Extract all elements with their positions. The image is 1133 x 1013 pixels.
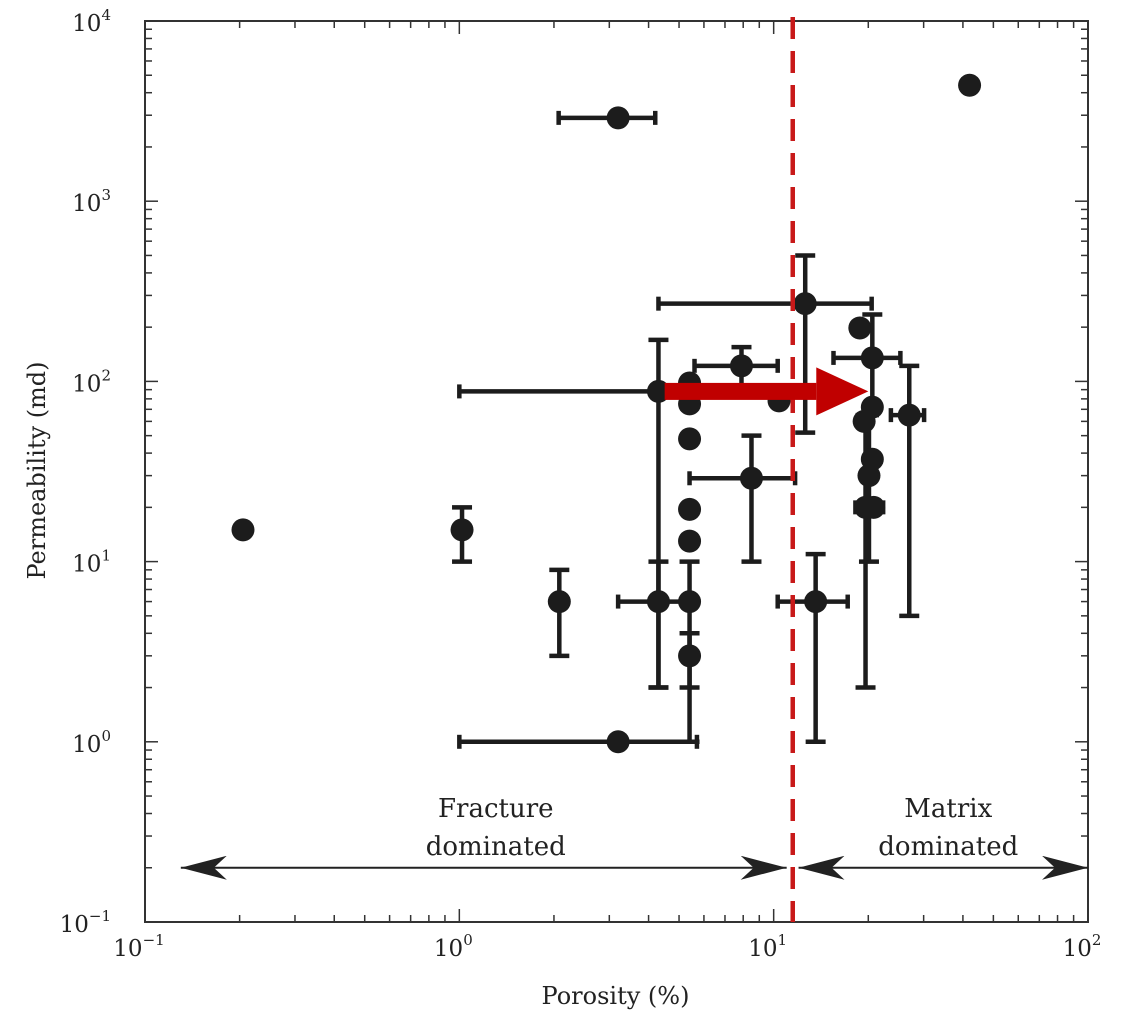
data-point bbox=[958, 73, 982, 97]
data-point bbox=[897, 403, 921, 427]
data-point bbox=[678, 529, 702, 553]
red-arrow-head bbox=[816, 367, 869, 416]
x-tick-label: 100 bbox=[434, 931, 473, 962]
data-point bbox=[793, 292, 817, 316]
data-point bbox=[606, 106, 630, 130]
data-point bbox=[860, 395, 884, 419]
data-point bbox=[739, 466, 763, 490]
y-tick-label: 104 bbox=[72, 6, 111, 37]
y-tick-label: 10−1 bbox=[60, 907, 111, 938]
data-point bbox=[729, 354, 753, 378]
region-label: dominated bbox=[878, 832, 1018, 862]
x-tick-label: 102 bbox=[1063, 931, 1102, 962]
data-point bbox=[646, 590, 670, 614]
data-point bbox=[804, 590, 828, 614]
region-label: Fracture bbox=[438, 794, 554, 824]
data-point bbox=[678, 427, 702, 451]
y-tick-label: 100 bbox=[72, 727, 111, 758]
x-tick-label: 101 bbox=[748, 931, 787, 962]
data-point bbox=[646, 379, 670, 403]
data-point bbox=[860, 346, 884, 370]
y-tick-label: 103 bbox=[72, 186, 111, 217]
data-point bbox=[848, 316, 872, 340]
y-axis-title: Permeability (md) bbox=[23, 361, 51, 579]
x-axis-title: Porosity (%) bbox=[542, 982, 690, 1010]
data-point bbox=[678, 644, 702, 668]
data-point bbox=[854, 495, 878, 519]
data-point bbox=[857, 464, 881, 488]
red-arrow-shaft bbox=[664, 382, 817, 400]
data-point bbox=[678, 497, 702, 521]
region-label: dominated bbox=[426, 832, 566, 862]
data-point bbox=[606, 730, 630, 754]
data-point bbox=[547, 590, 571, 614]
region-label: Matrix bbox=[904, 794, 992, 824]
plot-frame bbox=[144, 20, 1089, 923]
data-point bbox=[231, 518, 255, 542]
x-tick-label: 10−1 bbox=[113, 931, 164, 962]
y-tick-label: 101 bbox=[72, 547, 111, 578]
data-point bbox=[450, 518, 474, 542]
y-tick-label: 102 bbox=[72, 366, 111, 397]
data-point bbox=[678, 590, 702, 614]
